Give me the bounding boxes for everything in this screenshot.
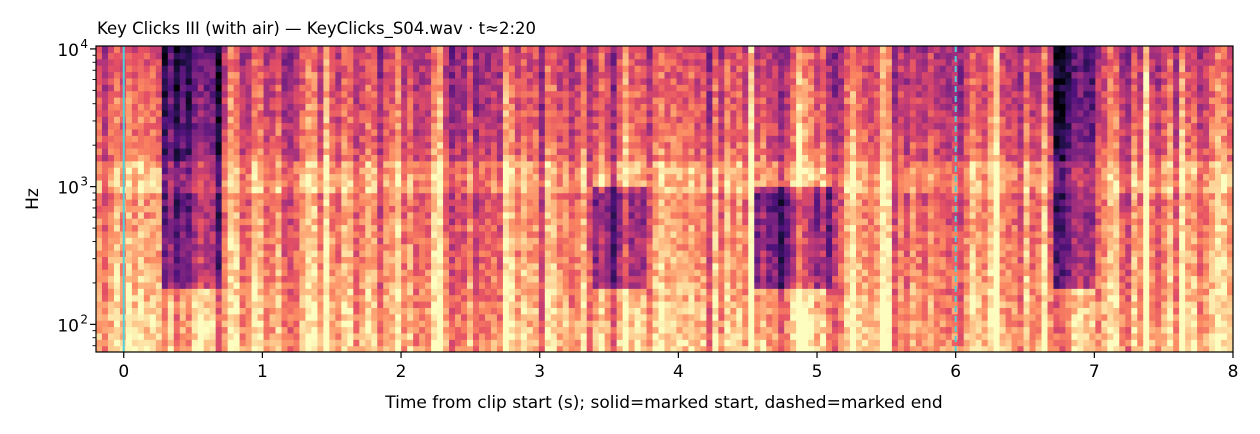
x-tick-label: 1: [257, 362, 268, 382]
y-tick-label: 10: [57, 41, 79, 61]
y-tick-label: 10: [57, 316, 79, 336]
x-tick-label: 6: [950, 362, 961, 382]
y-axis-label: Hz: [23, 188, 43, 210]
x-tick-label: 7: [1089, 362, 1100, 382]
y-tick-exponent: 4: [80, 37, 88, 51]
x-tick-label: 3: [534, 362, 545, 382]
x-tick-label: 5: [812, 362, 823, 382]
spectrogram-image: [96, 46, 1233, 352]
x-tick-label: 8: [1228, 362, 1239, 382]
x-tick-label: 2: [396, 362, 407, 382]
x-tick-label: 4: [673, 362, 684, 382]
y-tick-exponent: 2: [80, 312, 88, 326]
plot-frame: [95, 45, 1234, 353]
x-axis-label: Time from clip start (s); solid=marked s…: [384, 393, 942, 413]
y-tick-label: 10: [57, 179, 79, 199]
x-axis: 0 1 2 3 4 5 6 7 8: [118, 352, 1238, 382]
marker-lines: [122, 46, 957, 352]
y-tick-exponent: 3: [80, 175, 88, 189]
x-tick-label: 0: [118, 362, 129, 382]
chart-title: Key Clicks III (with air) — KeyClicks_S0…: [97, 19, 536, 39]
